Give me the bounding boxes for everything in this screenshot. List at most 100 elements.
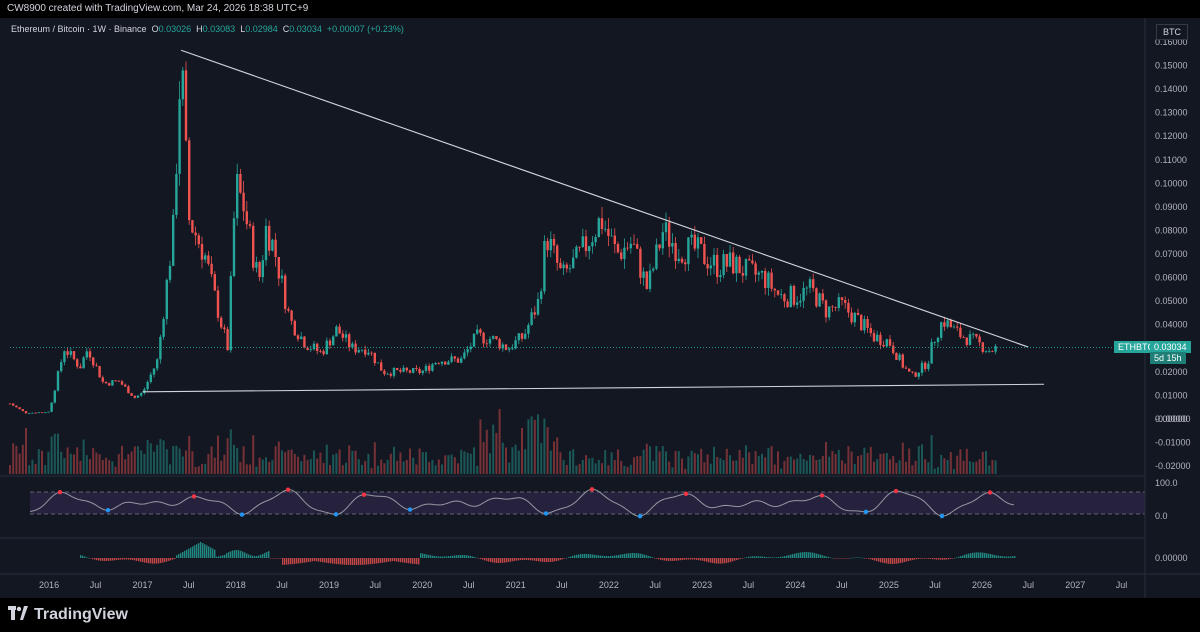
histogram-bar [990,554,992,558]
legend-symbol[interactable]: Ethereum / Bitcoin · 1W · Binance [11,24,147,34]
symbol-badge: ETHBTC [1114,341,1158,353]
histogram-bar [570,556,572,558]
histogram-bar [178,554,180,558]
time-axis-label: Jul [1116,580,1128,590]
candle-body [978,336,981,343]
histogram-bar [316,558,318,562]
volume-bar [757,455,760,474]
candle-body [472,333,476,347]
histogram-bar [998,555,1000,558]
volume-bar [162,440,165,474]
histogram-bar [850,557,852,559]
price-axis-label: -0.01000 [1155,437,1191,447]
candle-body [741,273,744,276]
currency-label[interactable]: BTC [1156,24,1188,40]
histogram-bar [594,554,596,558]
time-axis-label: 2021 [506,580,526,590]
candle-body [216,290,220,318]
candle-body [303,336,306,348]
histogram-bar [736,558,738,561]
histogram-bar [720,558,722,564]
volume-bar [876,459,879,474]
candle-body [748,259,751,261]
volume-bar [111,461,114,474]
candle-body [901,354,904,368]
candle-body [776,290,780,295]
candle-body [962,337,965,338]
histogram-bar [248,554,250,558]
candle-body [146,381,149,390]
histogram-bar [634,553,636,558]
candle-body [191,220,194,233]
histogram-bar [936,558,938,560]
histogram-bar [892,558,894,564]
histogram-bar [838,558,840,559]
histogram-bar [256,555,258,558]
volume-bar [569,451,571,474]
candle-body [79,366,82,369]
volume-bar [236,447,239,474]
histogram-bar [278,558,280,559]
candle-body [840,297,844,301]
volume-bar [751,463,754,474]
histogram-bar [282,558,284,565]
histogram-bar [352,558,354,565]
candle-body [117,380,120,382]
histogram-bar [240,550,242,558]
volume-bar [556,437,559,474]
candle-body [124,384,127,387]
candle-body [559,262,562,269]
volume-bar [271,460,274,474]
candle-body [152,368,156,375]
osc-sell-dot [285,487,291,492]
candle-body [517,333,520,341]
candle-body [687,237,690,265]
histogram-bar [642,554,644,558]
histogram-bar [658,558,660,560]
candle-body [991,351,994,352]
histogram-bar [992,554,994,558]
candle-body [296,335,300,340]
volume-bar [834,454,837,474]
candle-body [600,218,604,230]
candle-body [770,272,773,289]
histogram-bar [264,552,266,558]
histogram-bar [388,558,390,562]
histogram-bar [710,558,712,563]
histogram-bar [590,554,592,558]
volume-bar [517,450,520,474]
histogram-bar [814,553,816,558]
candle-body [725,254,728,267]
candle-body [300,336,303,340]
histogram-bar [358,558,360,565]
chart-area[interactable]: 0.16000 0.15000 0.14000 0.13000 0.12000 0.110… [0,18,1200,598]
candle-body [357,350,360,353]
volume-bar [153,451,155,474]
candle-body [818,293,821,307]
osc-buy-dot [407,507,413,512]
tradingview-logo[interactable]: TradingView [8,606,128,624]
histogram-bar [648,555,650,558]
candle-body [492,336,495,339]
price-axis-label: 0.08000 [1155,225,1188,235]
histogram-bar [162,558,164,563]
candle-body [616,243,620,253]
candle-body [572,257,575,269]
histogram-bar [954,557,956,559]
candle-body [690,234,693,238]
histogram-bar [934,558,936,560]
histogram-bar [302,558,304,563]
histogram-bar [196,544,198,558]
histogram-bar [322,558,324,563]
histogram-bar [202,543,204,558]
candle-body [319,351,322,352]
chart-svg[interactable]: 0.16000 0.15000 0.14000 0.13000 0.12000 0.110… [0,18,1200,598]
histogram-bar [974,552,976,558]
price-badge: 0.03034 [1150,341,1191,353]
histogram-bar [288,558,290,565]
histogram-bar [436,556,438,558]
candle-body [812,279,815,289]
volume-bar [901,442,904,474]
candle-body [786,301,789,307]
candle-body [565,264,568,269]
